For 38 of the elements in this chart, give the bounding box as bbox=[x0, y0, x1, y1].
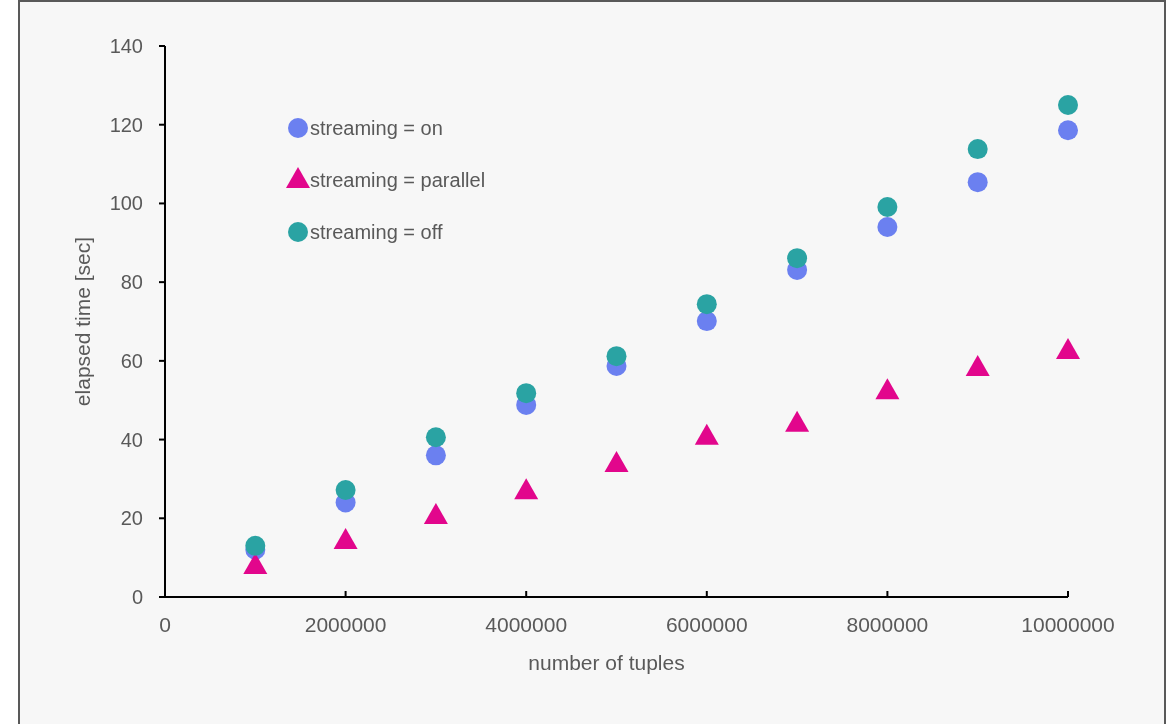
point bbox=[606, 346, 627, 367]
y-tick-label: 120 bbox=[109, 113, 143, 136]
point bbox=[877, 217, 898, 238]
legend-label: streaming = off bbox=[310, 221, 443, 243]
legend-label: streaming = parallel bbox=[310, 169, 486, 191]
point bbox=[425, 445, 446, 466]
y-tick-label: 60 bbox=[120, 349, 143, 372]
point bbox=[335, 479, 356, 500]
x-axis-title: number of tuples bbox=[528, 651, 685, 674]
point bbox=[1056, 338, 1080, 360]
point bbox=[967, 172, 988, 193]
point bbox=[425, 427, 446, 448]
x-tick-label: 4000000 bbox=[485, 613, 568, 636]
y-axis-title: elapsed time [sec] bbox=[71, 236, 94, 407]
point bbox=[333, 528, 358, 550]
point bbox=[514, 478, 539, 500]
point bbox=[787, 248, 808, 269]
point bbox=[967, 139, 988, 160]
point bbox=[1058, 95, 1078, 116]
point bbox=[875, 378, 900, 400]
y-tick-label: 0 bbox=[131, 586, 143, 608]
y-tick-label: 20 bbox=[120, 507, 143, 530]
x-tick-label: 2000000 bbox=[304, 613, 387, 636]
point bbox=[516, 383, 537, 404]
x-tick-label: 0 bbox=[159, 613, 171, 636]
x-tick-label: 10000000 bbox=[1021, 613, 1115, 636]
point bbox=[696, 294, 717, 315]
point bbox=[696, 311, 717, 332]
point bbox=[1058, 120, 1078, 141]
point bbox=[877, 196, 898, 217]
y-tick-label: 40 bbox=[120, 428, 143, 451]
y-tick-label: 80 bbox=[120, 271, 143, 294]
point bbox=[423, 502, 448, 524]
y-tick-label: 100 bbox=[109, 192, 143, 215]
x-tick-label: 8000000 bbox=[846, 613, 929, 636]
y-tick-label: 140 bbox=[109, 35, 143, 57]
legend-label: streaming = on bbox=[310, 117, 443, 139]
x-tick-label: 6000000 bbox=[665, 613, 748, 636]
